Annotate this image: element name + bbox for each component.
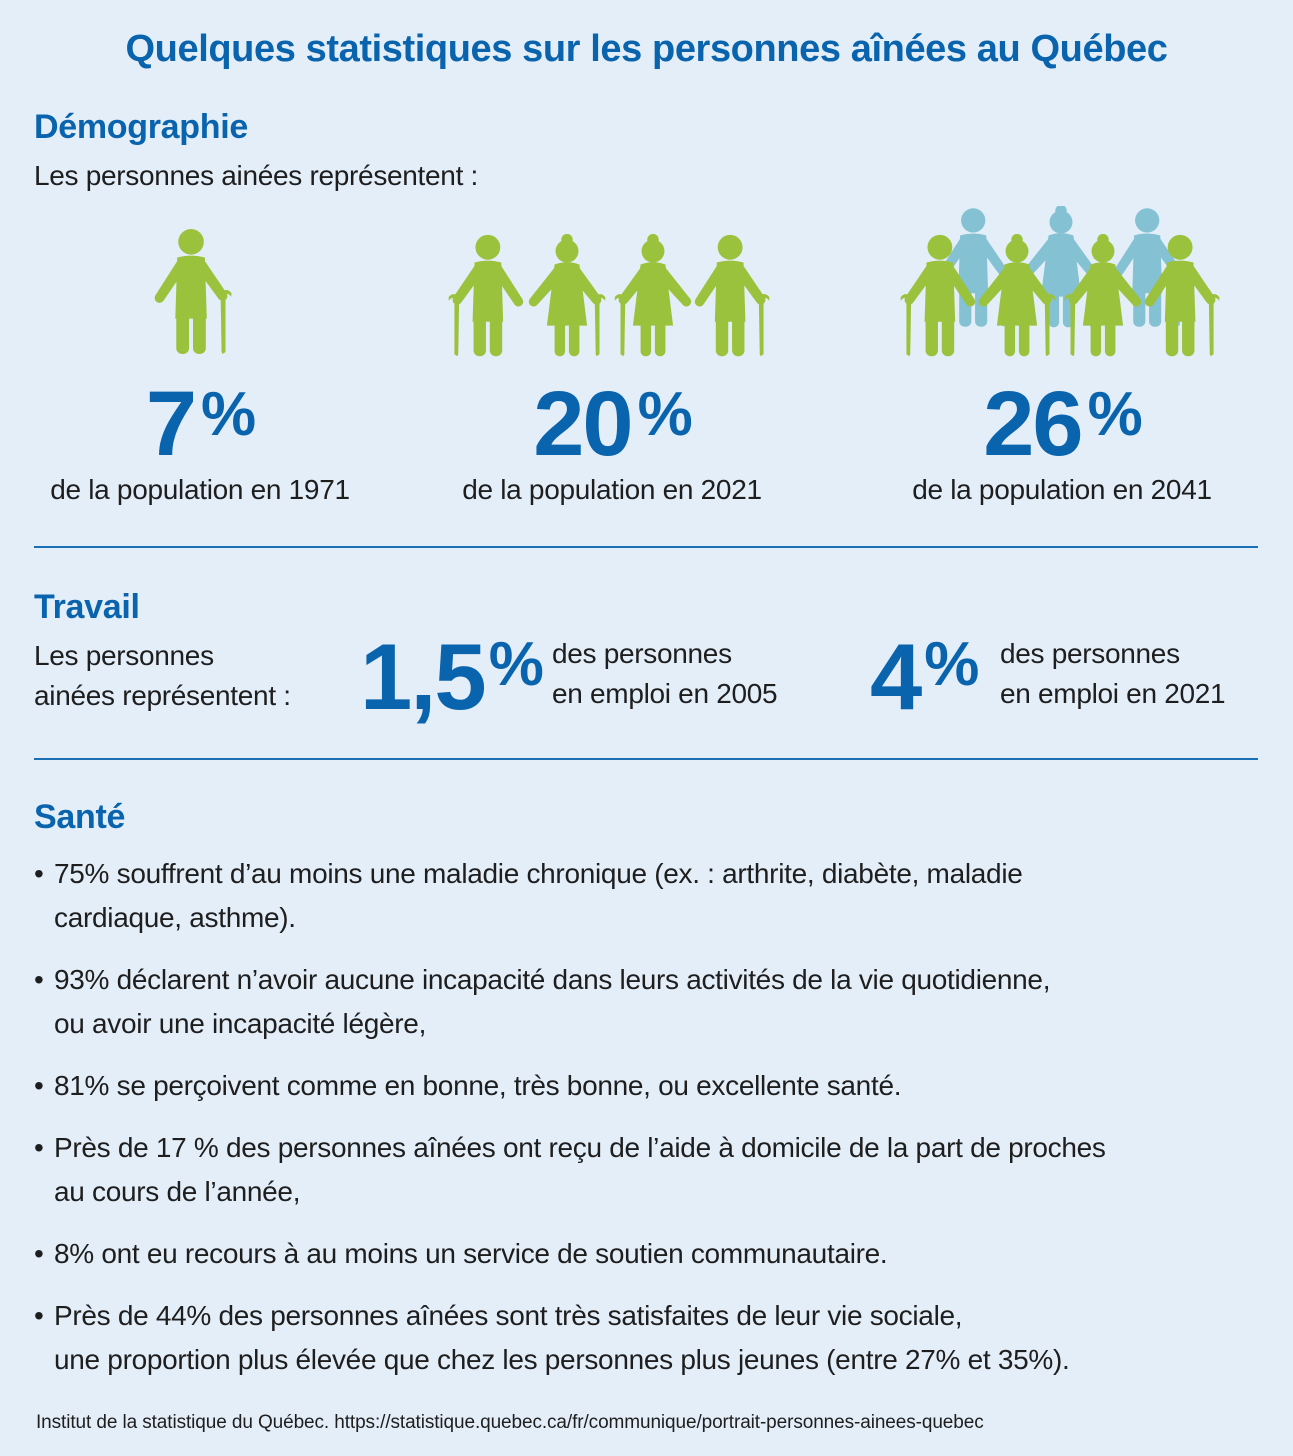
stat-2041: 26% de la population en 2041 [880, 378, 1244, 506]
stat-emploi-2005-value: 1,5% [360, 630, 544, 724]
percent-sign: % [1087, 380, 1143, 449]
stat-number: 20 [533, 373, 633, 475]
caption-line2: en emploi en 2005 [552, 678, 778, 709]
percent-sign: % [201, 380, 256, 449]
item-line1: Près de 17 % des personnes aînées ont re… [54, 1132, 1106, 1163]
sante-item: 8% ont eu recours à au moins un service … [34, 1232, 1274, 1276]
travail-intro-line2: ainées représentent : [34, 680, 291, 711]
stat-number: 1,5 [360, 624, 487, 729]
section-heading-travail: Travail [34, 588, 140, 626]
stat-emploi-2021-caption: des personnes en emploi en 2021 [1000, 634, 1226, 714]
stat-2041-caption: de la population en 2041 [912, 474, 1212, 505]
item-line1: 81% se perçoivent comme en bonne, très b… [54, 1070, 902, 1101]
seven-elderly-people-icon [896, 206, 1226, 360]
four-elderly-people-icon [446, 232, 776, 360]
travail-intro-line1: Les personnes [34, 640, 214, 671]
source-citation: Institut de la statistique du Québec. ht… [36, 1412, 984, 1433]
stat-1971: 7% de la population en 1971 [20, 378, 380, 506]
stat-1971-caption: de la population en 1971 [50, 474, 350, 505]
sante-item: Près de 44% des personnes aînées sont tr… [34, 1294, 1274, 1382]
stat-2021-caption: de la population en 2021 [462, 474, 762, 505]
section-heading-sante: Santé [34, 798, 126, 836]
stat-number: 7 [145, 373, 197, 475]
stat-2021-value: 20% [430, 378, 794, 470]
stat-2041-value: 26% [880, 378, 1244, 470]
percent-sign: % [924, 630, 979, 699]
percent-sign: % [637, 380, 693, 449]
item-line2: cardiaque, asthme). [54, 902, 296, 933]
item-line1: 75% souffrent d’au moins une maladie chr… [54, 858, 1023, 889]
sante-item: 93% déclarent n’avoir aucune incapacité … [34, 958, 1274, 1046]
section-divider [34, 758, 1258, 760]
travail-intro: Les personnes ainées représentent : [34, 636, 291, 716]
item-line1: 8% ont eu recours à au moins un service … [54, 1238, 888, 1269]
item-line2: au cours de l’année, [54, 1176, 301, 1207]
stat-emploi-2005-caption: des personnes en emploi en 2005 [552, 634, 778, 714]
page-title: Quelques statistiques sur les personnes … [125, 28, 1168, 70]
item-line2: ou avoir une incapacité légère, [54, 1008, 427, 1039]
item-line2: une proportion plus élevée que chez les … [54, 1344, 1070, 1375]
stat-1971-value: 7% [20, 378, 380, 470]
stat-emploi-2005: 1,5% [360, 630, 544, 724]
caption-line1: des personnes [552, 638, 732, 669]
caption-line1: des personnes [1000, 638, 1180, 669]
one-elderly-person-icon [148, 228, 240, 356]
stat-emploi-2021-value: 4% [870, 630, 979, 724]
stat-number: 4 [870, 624, 922, 729]
sante-item: Près de 17 % des personnes aînées ont re… [34, 1126, 1274, 1214]
demographie-intro: Les personnes ainées représentent : [34, 160, 479, 191]
percent-sign: % [488, 630, 544, 699]
item-line1: Près de 44% des personnes aînées sont tr… [54, 1300, 963, 1331]
section-divider [34, 546, 1258, 548]
sante-item: 75% souffrent d’au moins une maladie chr… [34, 852, 1274, 940]
sante-item: 81% se perçoivent comme en bonne, très b… [34, 1064, 1274, 1108]
section-heading-demographie: Démographie [34, 108, 248, 146]
stat-number: 26 [983, 373, 1083, 475]
stat-2021: 20% de la population en 2021 [430, 378, 794, 506]
caption-line2: en emploi en 2021 [1000, 678, 1226, 709]
stat-emploi-2021: 4% [870, 630, 979, 724]
sante-list: 75% souffrent d’au moins une maladie chr… [34, 852, 1274, 1400]
item-line1: 93% déclarent n’avoir aucune incapacité … [54, 964, 1051, 995]
